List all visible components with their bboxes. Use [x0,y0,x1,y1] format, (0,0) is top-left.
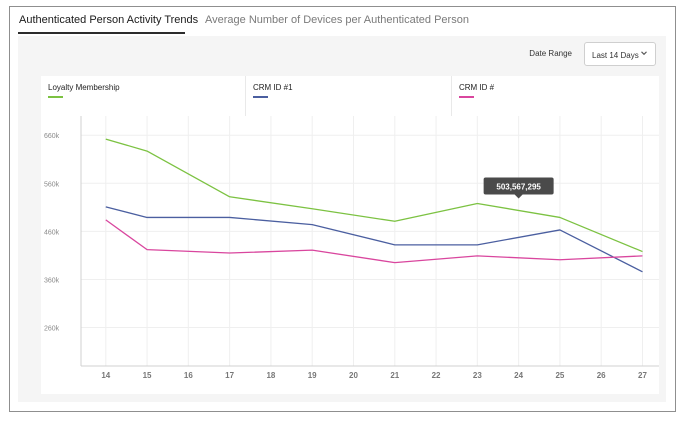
chevron-down-icon [641,51,647,56]
active-tab-indicator [18,32,185,34]
legend-item-crm1[interactable]: CRM ID #1 [246,76,452,116]
chart-legend: Loyalty Membership CRM ID #1 CRM ID # [41,76,659,116]
tooltip-pointer [514,194,523,199]
x-tick-label: 23 [473,371,482,380]
x-tick-label: 18 [266,371,275,380]
chart-area: 660k 560k 460k 360k 260k 14 15 16 17 18 19 20 21 22 23… [41,116,659,394]
x-tick-label: 22 [432,371,441,380]
y-tick-label: 660k [44,133,60,140]
y-tick-label: 260k [44,326,60,333]
x-tick-label: 24 [514,371,523,380]
x-tick-label: 14 [101,371,110,380]
legend-swatch [253,96,268,98]
x-tick-label: 21 [390,371,399,380]
legend-swatch [459,96,474,98]
tab-bar: Authenticated Person Activity Trends Ave… [10,7,675,37]
legend-label: Loyalty Membership [48,83,120,92]
legend-swatch [48,96,63,98]
x-tick-label: 26 [597,371,606,380]
tab-devices-per-person[interactable]: Average Number of Devices per Authentica… [205,14,469,26]
series-line [105,219,643,264]
series-line [105,206,643,273]
legend-label: CRM ID #1 [253,83,293,92]
series-line [105,138,643,253]
x-tick-label: 16 [184,371,193,380]
legend-item-loyalty[interactable]: Loyalty Membership [41,76,246,116]
tooltip-box [483,177,554,195]
y-tick-label: 360k [44,277,60,284]
x-tick-label: 15 [143,371,152,380]
x-tick-label: 27 [638,371,647,380]
x-tick-label: 20 [349,371,358,380]
date-range-value: Last 14 Days [592,51,639,60]
line-chart: 660k 560k 460k 360k 260k 14 15 16 17 18 19 20 21 22 23… [44,116,659,380]
y-tick-label: 560k [44,181,60,188]
legend-label: CRM ID # [459,83,495,92]
tab-activity-trends[interactable]: Authenticated Person Activity Trends [19,14,199,26]
date-range-label: Date Range [529,49,572,58]
widget-frame: Authenticated Person Activity Trends Ave… [9,6,676,412]
tooltip-value: 503,567,295 [496,183,541,192]
y-tick-label: 460k [44,229,60,236]
x-tick-label: 25 [555,371,564,380]
legend-item-crm[interactable]: CRM ID # [452,76,659,116]
x-tick-label: 19 [308,371,317,380]
x-tick-label: 17 [225,371,234,380]
chart-panel: Date Range Last 14 Days Loyalty Membersh… [18,36,666,402]
date-range-select[interactable]: Last 14 Days [584,42,656,66]
